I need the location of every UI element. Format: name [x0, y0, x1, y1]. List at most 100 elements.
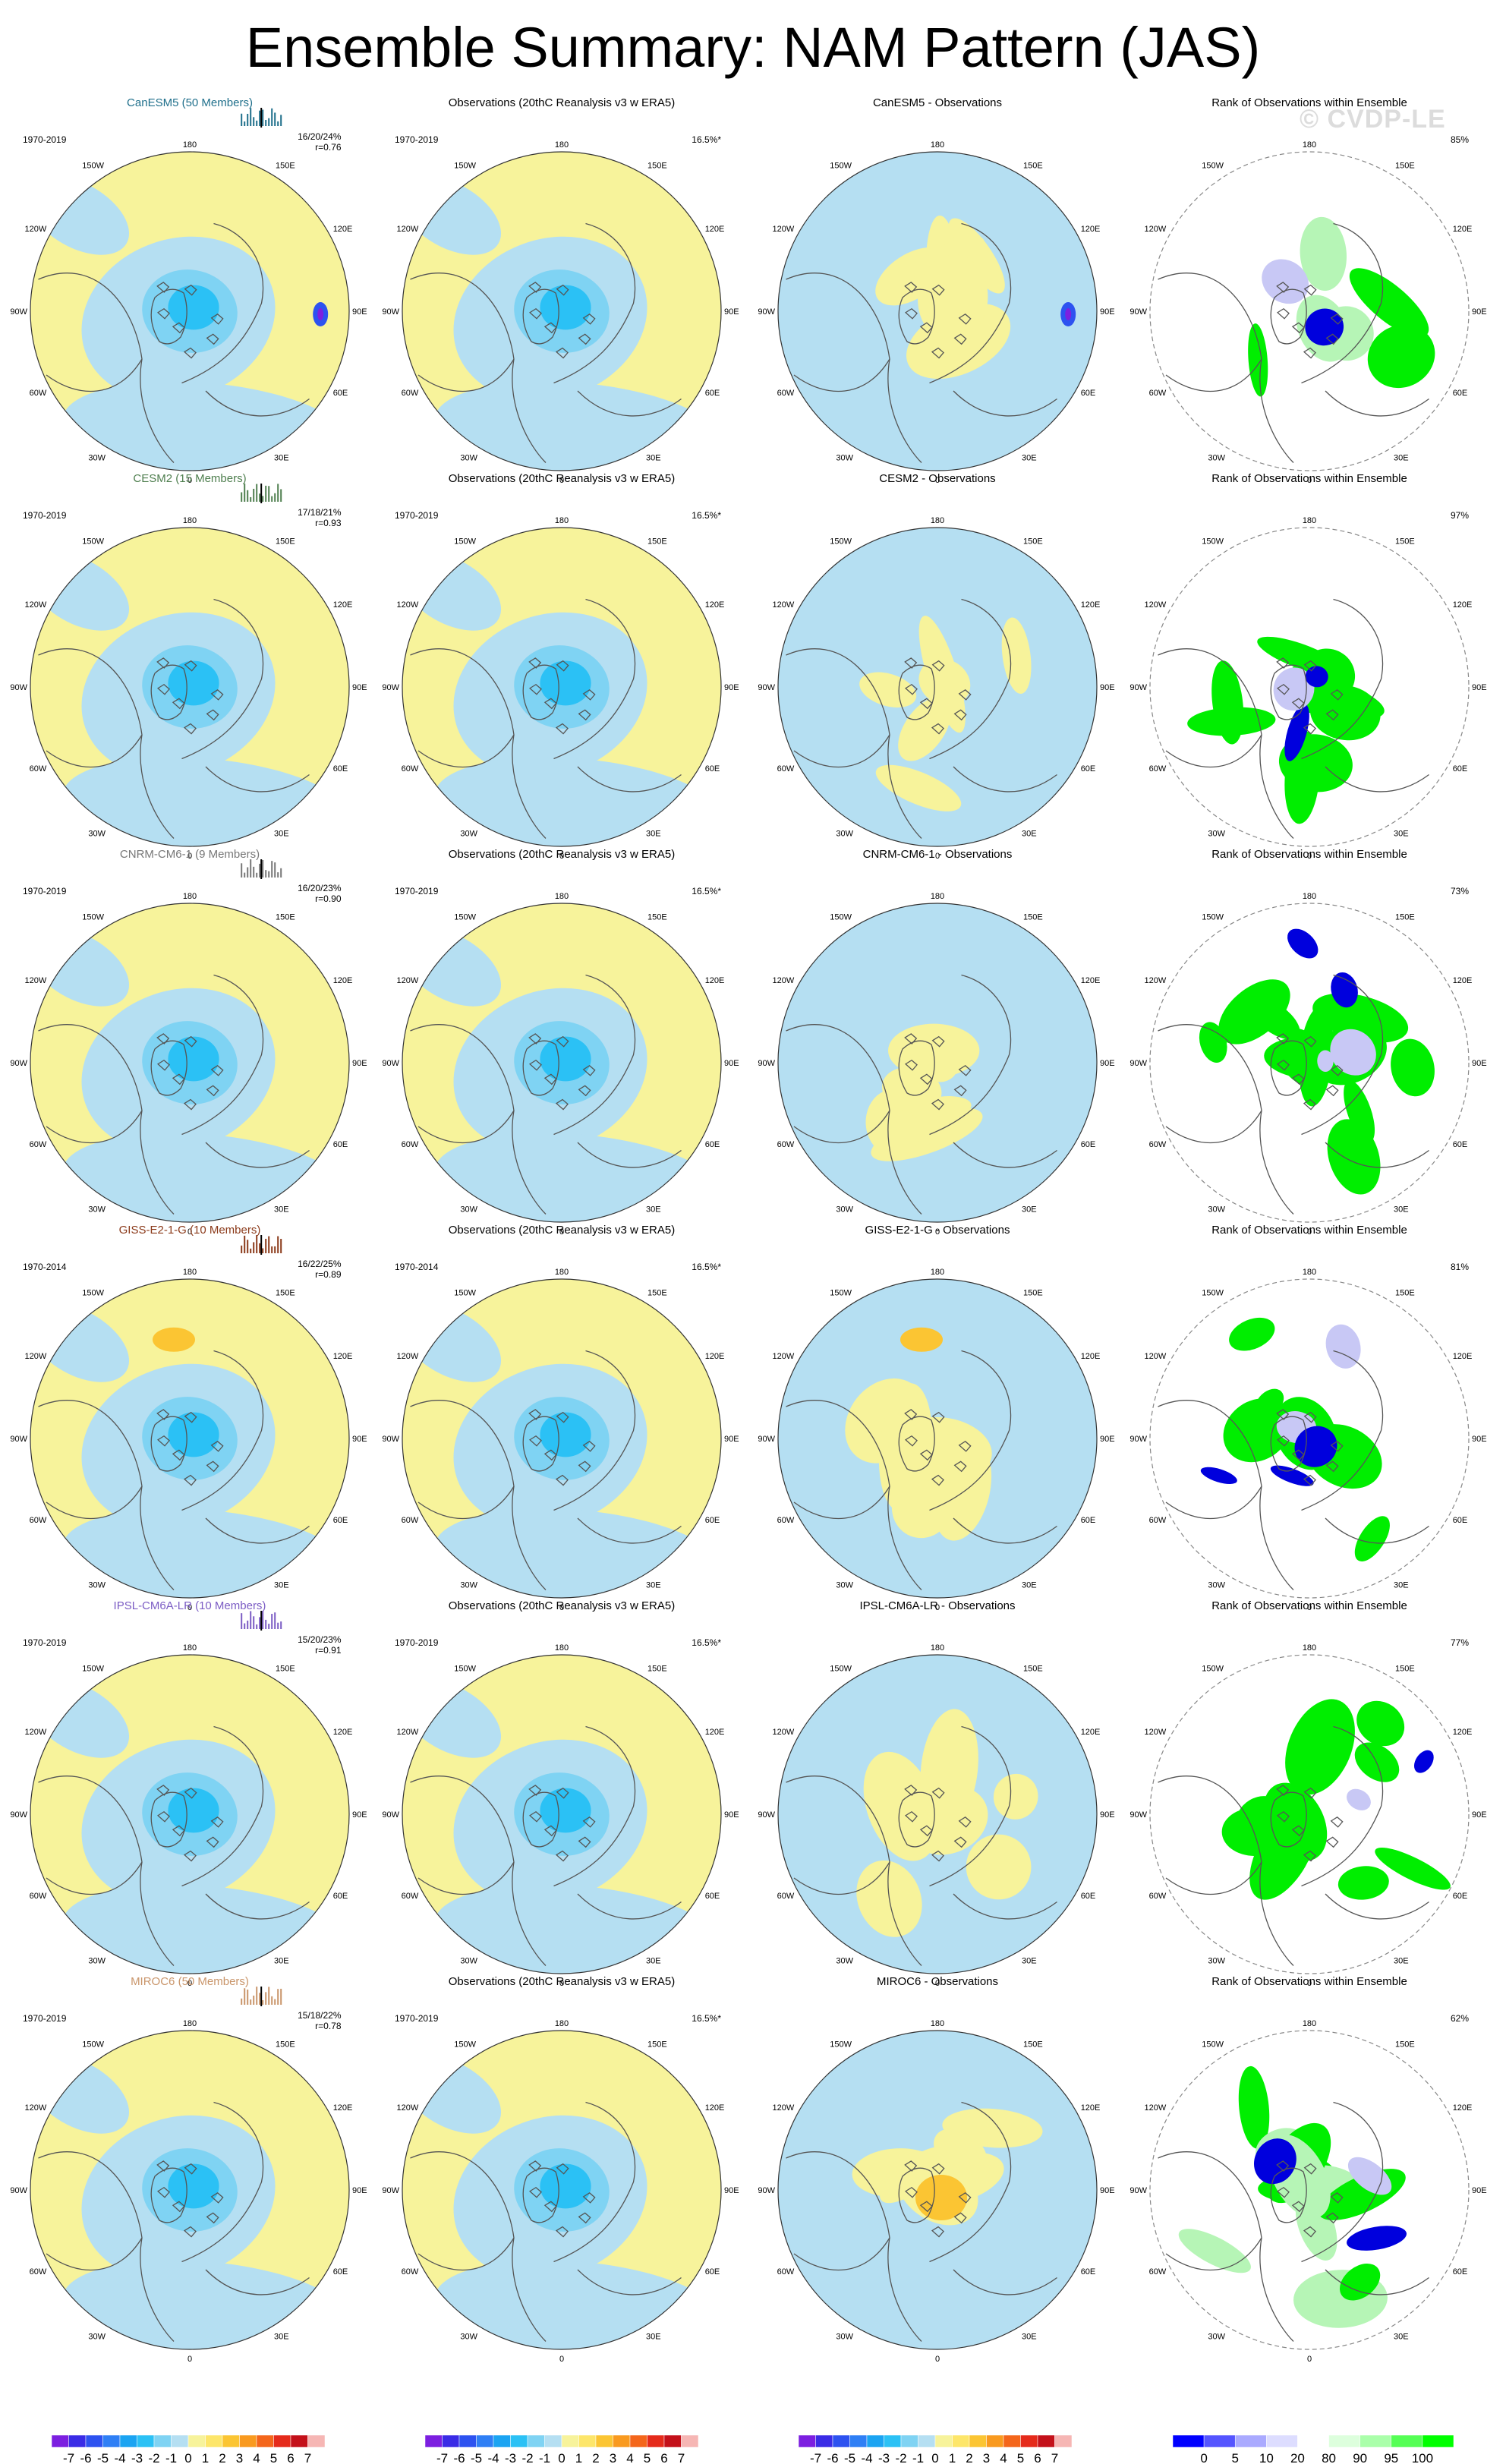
north-america-coast: [786, 648, 890, 768]
lon-label-30e: 30E: [1394, 1581, 1409, 1590]
lon-label-90e: 90E: [1472, 307, 1487, 317]
europe-africa-coast: [577, 1142, 682, 1168]
histogram-bar: [268, 1236, 270, 1253]
lon-label-30e: 30E: [274, 1205, 289, 1215]
diff-title: IPSL-CM6A-LR - Observations: [859, 1599, 1015, 1612]
lon-label-120w: 120W: [25, 600, 47, 610]
atlantic-coast: [1259, 1110, 1294, 1215]
map-boundary: [402, 903, 722, 1223]
colorbar-tick-label: -3: [505, 2451, 516, 2464]
positive-difference-region: [859, 672, 917, 708]
lon-label-60e: 60E: [333, 2267, 348, 2277]
coastline-outline: [38, 1725, 310, 1966]
lon-label-60e: 60E: [1453, 764, 1468, 774]
model-field: [30, 528, 349, 846]
colorbar-swatch: [290, 2434, 308, 2448]
longitude-labels: 180 0 90W 90E 150W 150E 120W 120E 60W 60E 30W 30E: [382, 892, 739, 1237]
lon-label-150w: 150W: [82, 2040, 104, 2049]
coastline-outline: [1158, 974, 1429, 1215]
greenland-outline: [1270, 1040, 1307, 1096]
positive-difference-region: [898, 696, 952, 761]
lon-label-0: 0: [935, 1227, 940, 1237]
longitude-labels: 180 0 90W 90E 150W 150E 120W 120E 60W 60E 30W 30E: [1130, 2019, 1486, 2364]
colorbar-swatch: [1297, 2434, 1329, 2448]
rank-blue-region: [1287, 928, 1319, 959]
atlantic-coast: [887, 2237, 922, 2342]
greenland-outline: [522, 288, 559, 345]
colorbar-tick-label: 2: [592, 2451, 599, 2464]
arctic-island-outline: [1330, 1065, 1344, 1076]
coastline-outline: [786, 222, 1057, 463]
lon-label-90w: 90W: [10, 2186, 27, 2195]
arctic-island-outline: [919, 1825, 933, 1837]
obs-years: 1970-2014: [395, 1262, 439, 1272]
colorbar-swatch: [986, 2434, 1004, 2448]
arctic-island-outline: [1276, 1409, 1290, 1420]
colorbar-swatch: [918, 2434, 936, 2448]
rank-green-region: [1248, 323, 1268, 397]
lon-label-60w: 60W: [777, 1140, 795, 1149]
europe-africa-coast: [1325, 2269, 1429, 2295]
arctic-island-outline: [1303, 2163, 1317, 2175]
lon-label-0: 0: [187, 476, 192, 485]
arctic-island-outline: [904, 683, 918, 695]
lon-label-0: 0: [559, 1603, 564, 1612]
lon-label-60w: 60W: [1149, 1140, 1167, 1149]
lon-label-90w: 90W: [758, 2186, 775, 2195]
longitude-labels: 180 0 90W 90E 150W 150E 120W 120E 60W 60E 30W 30E: [1130, 1268, 1486, 1612]
arctic-island-outline: [904, 1033, 918, 1045]
colorbar-swatch: [1203, 2434, 1236, 2448]
eurasia-coast: [1301, 974, 1384, 1136]
histogram-bar: [274, 1246, 276, 1253]
lon-label-90w: 90W: [382, 307, 399, 317]
lon-label-60w: 60W: [30, 1892, 47, 1901]
lon-label-180: 180: [183, 1643, 197, 1653]
lon-label-120w: 120W: [773, 600, 795, 610]
rank-blue-region: [1262, 259, 1309, 304]
arctic-island-outline: [1303, 1850, 1316, 1862]
arctic-island-outline: [904, 1435, 918, 1447]
lon-label-150e: 150E: [276, 161, 295, 170]
lon-label-120e: 120E: [705, 1728, 725, 1737]
histogram-bar: [241, 863, 243, 878]
coastline-outline: [1158, 1725, 1429, 1966]
lon-label-120e: 120E: [333, 225, 353, 234]
hpa-colorbar-diff: -7-6-5-4-3-2-101234567hPa: [798, 2434, 1073, 2464]
lon-label-60e: 60E: [705, 1516, 720, 1525]
obs-years: 1970-2019: [395, 886, 439, 896]
colorbar-swatch: [205, 2434, 223, 2448]
lon-label-120e: 120E: [705, 1352, 725, 1361]
lon-label-30e: 30E: [274, 1957, 289, 1966]
lon-label-150e: 150E: [1395, 912, 1415, 922]
lon-label-30e: 30E: [646, 1581, 661, 1590]
arctic-island-outline: [172, 1449, 185, 1461]
lon-label-120e: 120E: [1453, 1728, 1473, 1737]
colorbar-tick-label: -6: [80, 2451, 91, 2464]
north-america-coast: [786, 1024, 890, 1144]
histogram-bar: [262, 1248, 264, 1253]
greenland-outline: [1270, 2167, 1307, 2223]
colorbar-swatch: [866, 2434, 884, 2448]
rank-blue-region: [1347, 1788, 1371, 1810]
arctic-island-outline: [578, 333, 591, 345]
north-america-coast: [1158, 1024, 1262, 1144]
colorbar-tick-label: 90: [1353, 2451, 1367, 2464]
eurasia-coast: [553, 974, 636, 1136]
arctic-island-outline: [904, 307, 918, 320]
arctic-island-outline: [953, 2212, 967, 2224]
lon-label-0: 0: [1307, 852, 1312, 861]
colorbar-tick-label: 5: [1017, 2451, 1024, 2464]
coastline-outline: [786, 974, 1057, 1215]
model-map-panel: 180 0 90W 90E 150W 150E 120W 120E 60W 60E 30W 30E: [10, 140, 367, 485]
lon-label-150w: 150W: [454, 1664, 476, 1673]
arctic-island-outline: [555, 1474, 569, 1486]
lon-label-90w: 90W: [10, 1059, 27, 1068]
lon-label-60w: 60W: [1149, 389, 1167, 398]
longitude-labels: 180 0 90W 90E 150W 150E 120W 120E 60W 60E 30W 30E: [758, 2019, 1114, 2364]
arctic-island-outline: [156, 1059, 170, 1071]
arctic-island-outline: [1276, 1785, 1290, 1796]
colorbar-tick-label: 1: [575, 2451, 582, 2464]
colorbar-swatch: [424, 2434, 443, 2448]
atlantic-coast: [512, 1486, 547, 1590]
colorbar-swatch: [137, 2434, 155, 2448]
